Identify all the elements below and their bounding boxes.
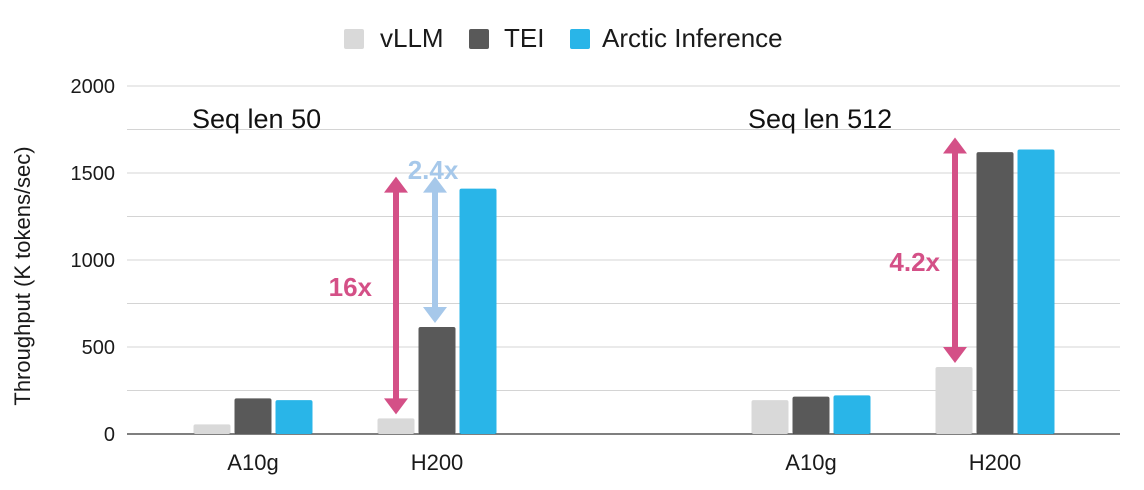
group-titles: Seq len 50 Seq len 512 bbox=[192, 104, 892, 134]
bar-tei bbox=[418, 326, 456, 434]
ratio-label: 2.4x bbox=[408, 155, 459, 185]
legend-label: Arctic Inference bbox=[602, 23, 783, 53]
y-axis-ticks: 0 500 1000 1500 2000 bbox=[71, 76, 116, 446]
bar-vllm bbox=[935, 367, 973, 434]
group-title: Seq len 512 bbox=[748, 104, 892, 134]
legend-swatch bbox=[570, 29, 590, 49]
ratio-label: 16x bbox=[329, 272, 373, 302]
bar-tei bbox=[792, 396, 830, 434]
category-label: H200 bbox=[969, 450, 1022, 475]
ratio-arrow bbox=[943, 137, 967, 364]
ratio-label: 4.2x bbox=[889, 247, 940, 277]
bar-tei bbox=[976, 152, 1014, 434]
ratio-arrow bbox=[384, 176, 408, 415]
bars bbox=[193, 149, 1055, 434]
y-axis-label: Throughput (K tokens/sec) bbox=[10, 146, 35, 405]
bar-tei bbox=[234, 398, 272, 434]
y-tick-label: 1000 bbox=[71, 250, 116, 272]
bar-arctic-inference bbox=[1017, 149, 1055, 434]
legend-swatch bbox=[344, 29, 364, 49]
legend-label: vLLM bbox=[380, 23, 444, 53]
y-tick-label: 0 bbox=[104, 424, 115, 446]
y-tick-label: 2000 bbox=[71, 76, 116, 98]
category-label: A10g bbox=[785, 450, 836, 475]
category-label: A10g bbox=[227, 450, 278, 475]
y-tick-label: 1500 bbox=[71, 163, 116, 185]
category-labels: A10g H200 A10g H200 bbox=[227, 450, 1021, 475]
bar-arctic-inference bbox=[275, 400, 313, 434]
category-label: H200 bbox=[411, 450, 464, 475]
bar-vllm bbox=[377, 418, 415, 434]
ratio-arrow bbox=[423, 176, 447, 323]
bar-arctic-inference bbox=[459, 188, 497, 434]
y-tick-label: 500 bbox=[82, 337, 115, 359]
bar-vllm bbox=[751, 400, 789, 434]
legend-swatch bbox=[469, 29, 489, 49]
bar-arctic-inference bbox=[833, 395, 871, 434]
bar-vllm bbox=[193, 424, 231, 434]
legend-label: TEI bbox=[504, 23, 544, 53]
group-title: Seq len 50 bbox=[192, 104, 321, 134]
annotations: 16x 2.4x 4.2x bbox=[329, 137, 967, 415]
legend: vLLM TEI Arctic Inference bbox=[344, 23, 783, 53]
